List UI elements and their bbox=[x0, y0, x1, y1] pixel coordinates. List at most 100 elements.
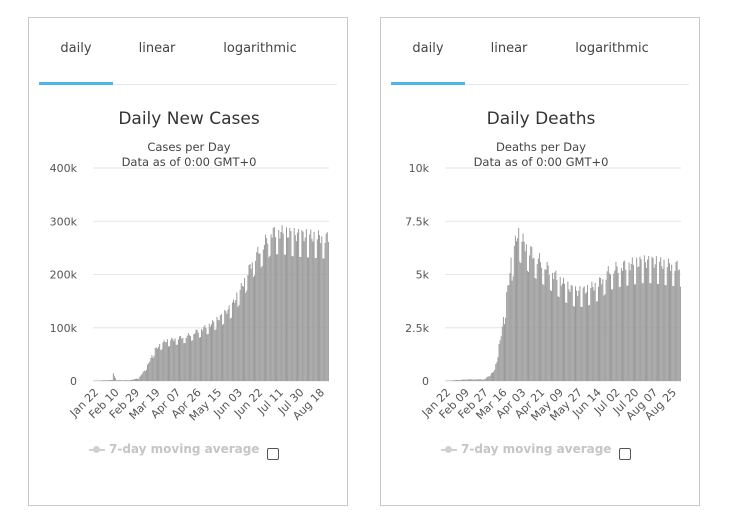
bar bbox=[510, 257, 512, 381]
tab-logarithmic[interactable]: logarithmic bbox=[575, 41, 649, 56]
bar bbox=[475, 379, 477, 381]
bar bbox=[595, 301, 597, 381]
bar bbox=[495, 363, 497, 381]
bar bbox=[675, 262, 677, 381]
bar bbox=[676, 260, 678, 381]
bar bbox=[530, 246, 532, 381]
bar bbox=[628, 262, 630, 381]
bar bbox=[280, 232, 282, 381]
bar bbox=[653, 267, 655, 381]
bar bbox=[565, 302, 567, 381]
bar bbox=[267, 243, 269, 381]
bar bbox=[158, 346, 160, 381]
bar bbox=[211, 324, 212, 381]
bar bbox=[233, 299, 235, 381]
bar bbox=[608, 273, 610, 381]
y-tick-label: 300k bbox=[50, 215, 78, 228]
bar bbox=[482, 379, 484, 381]
bar bbox=[251, 262, 253, 381]
bar bbox=[126, 380, 128, 381]
bar bbox=[193, 334, 195, 381]
bar bbox=[130, 379, 132, 381]
bar bbox=[629, 270, 631, 381]
bar bbox=[225, 311, 227, 381]
bar bbox=[319, 235, 321, 381]
bar bbox=[112, 373, 114, 381]
bar bbox=[612, 289, 614, 381]
bar bbox=[514, 235, 516, 381]
bar bbox=[248, 265, 250, 381]
bar bbox=[323, 258, 325, 381]
bar bbox=[165, 342, 167, 381]
bar bbox=[542, 284, 544, 381]
tab-linear[interactable]: linear bbox=[138, 41, 176, 56]
bar bbox=[449, 380, 451, 381]
line-marker-icon bbox=[441, 445, 457, 455]
bar bbox=[162, 342, 164, 381]
bar bbox=[242, 286, 244, 381]
bar bbox=[255, 260, 257, 381]
line-marker-icon bbox=[89, 445, 105, 455]
bar bbox=[312, 241, 314, 381]
moving-average-legend[interactable]: 7-day moving average bbox=[441, 442, 611, 456]
bar bbox=[142, 371, 144, 381]
bar bbox=[305, 229, 307, 381]
bar bbox=[496, 362, 498, 381]
bar bbox=[121, 380, 123, 381]
moving-average-legend[interactable]: 7-day moving average bbox=[89, 442, 259, 456]
tab-linear[interactable]: linear bbox=[490, 41, 528, 56]
tab-logarithmic[interactable]: logarithmic bbox=[223, 41, 297, 56]
bar bbox=[207, 333, 209, 381]
bar bbox=[603, 295, 605, 381]
bar bbox=[557, 296, 559, 381]
bar bbox=[310, 229, 312, 381]
bar bbox=[561, 283, 563, 381]
bar bbox=[274, 237, 276, 381]
moving-average-checkbox[interactable] bbox=[619, 448, 631, 460]
bar bbox=[302, 231, 304, 381]
bar bbox=[494, 369, 496, 381]
bar bbox=[579, 286, 581, 381]
bar bbox=[151, 355, 153, 381]
bar bbox=[120, 380, 122, 381]
bar bbox=[183, 343, 185, 381]
bar bbox=[265, 234, 267, 381]
bar bbox=[623, 261, 625, 381]
bar bbox=[327, 241, 329, 381]
bar bbox=[589, 304, 591, 381]
bar bbox=[247, 275, 249, 381]
bar bbox=[129, 380, 131, 381]
bar bbox=[197, 332, 199, 381]
bar bbox=[134, 378, 136, 381]
bar bbox=[642, 283, 644, 381]
bar bbox=[576, 290, 578, 381]
bar bbox=[202, 330, 204, 381]
moving-average-checkbox[interactable] bbox=[267, 448, 279, 460]
bar bbox=[505, 317, 507, 381]
bar bbox=[252, 276, 254, 381]
bar bbox=[526, 270, 528, 381]
bar bbox=[279, 238, 281, 381]
bar bbox=[580, 306, 582, 381]
bar bbox=[205, 328, 207, 381]
bar bbox=[145, 369, 147, 381]
bar bbox=[304, 237, 306, 381]
bar bbox=[131, 379, 133, 381]
bar bbox=[258, 253, 260, 381]
bar bbox=[266, 238, 268, 381]
bar bbox=[277, 254, 279, 381]
bar bbox=[187, 333, 189, 381]
tab-daily[interactable]: daily bbox=[391, 36, 465, 85]
bar bbox=[660, 257, 662, 381]
bar bbox=[535, 278, 537, 381]
tab-daily[interactable]: daily bbox=[39, 36, 113, 85]
bar bbox=[270, 234, 272, 381]
bar bbox=[481, 379, 483, 381]
bar bbox=[204, 325, 206, 381]
bar bbox=[678, 269, 680, 381]
bar bbox=[573, 306, 575, 381]
bar bbox=[655, 256, 657, 381]
bar bbox=[113, 376, 115, 381]
bar bbox=[614, 270, 616, 381]
bar bbox=[173, 340, 175, 381]
